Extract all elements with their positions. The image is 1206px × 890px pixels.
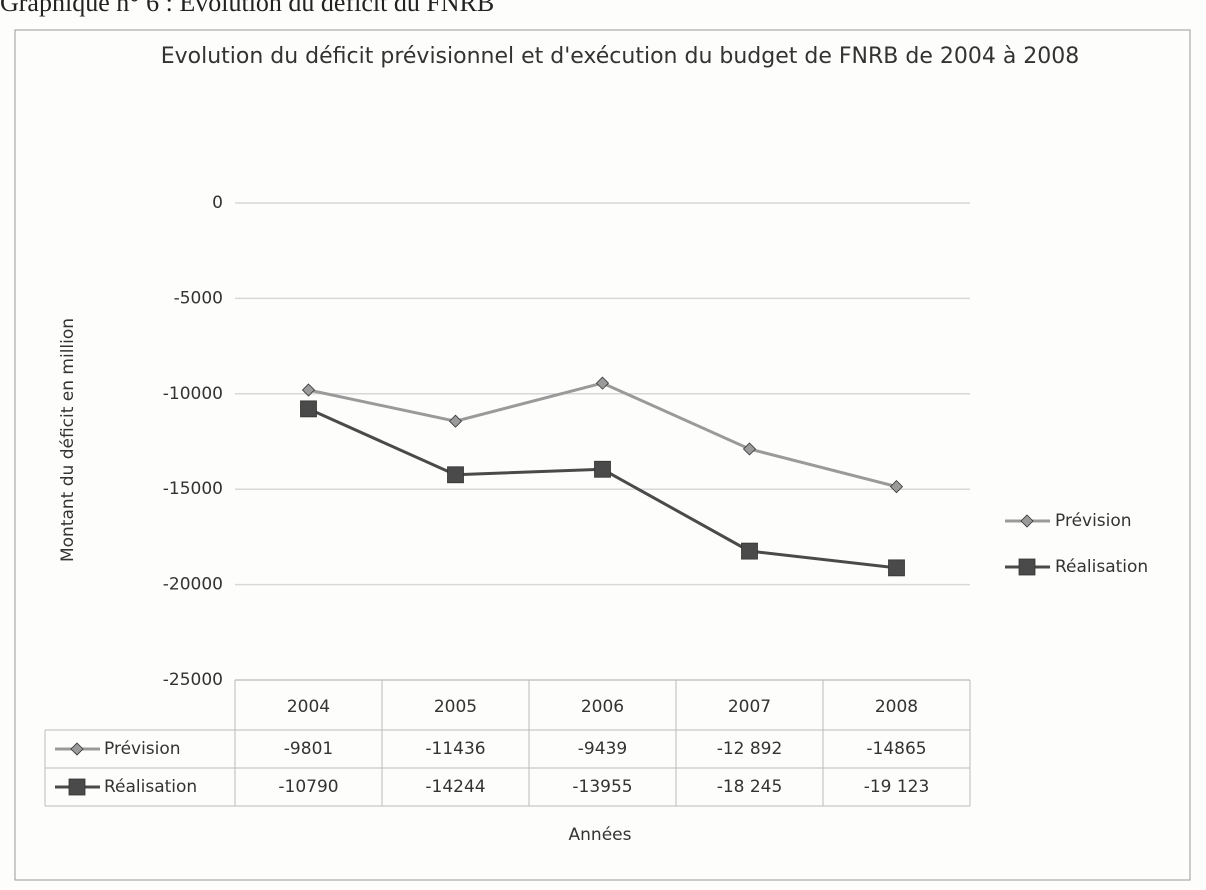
- x-axis-label: Années: [569, 825, 632, 845]
- table-cell: -13955: [572, 777, 632, 797]
- table-cell: -11436: [425, 739, 485, 759]
- legend-marker: [1020, 514, 1034, 528]
- x-tick-label: 2005: [434, 697, 477, 717]
- x-tick-label: 2006: [581, 697, 624, 717]
- table-legend-marker: [70, 742, 84, 756]
- table-row-label: Réalisation: [104, 777, 197, 797]
- table-cell: -9801: [284, 739, 333, 759]
- y-tick-label: 0: [212, 193, 223, 213]
- table-cell: -12 892: [717, 739, 783, 759]
- data-point: [741, 542, 758, 560]
- data-point: [889, 480, 904, 494]
- y-tick-label: -25000: [163, 670, 223, 690]
- x-tick-label: 2008: [875, 697, 918, 717]
- legend-label: Prévision: [1055, 511, 1132, 531]
- series-line: [307, 407, 897, 570]
- y-tick-label: -5000: [174, 288, 223, 308]
- chart-title: Evolution du déficit prévisionnel et d'e…: [160, 44, 1080, 69]
- page-caption: Graphique n° 6 : Evolution du déficit du…: [0, 0, 495, 17]
- x-tick-label: 2007: [728, 697, 771, 717]
- table-cell: -14244: [425, 777, 485, 797]
- table-cell: -19 123: [864, 777, 930, 797]
- y-axis-label: Montant du déficit en million: [58, 318, 78, 562]
- y-tick-label: -10000: [163, 384, 223, 404]
- data-point: [301, 383, 316, 397]
- legend-marker: [1018, 558, 1036, 576]
- data-point: [595, 376, 610, 390]
- table-cell: -18 245: [717, 777, 783, 797]
- table-cell: -14865: [866, 739, 926, 759]
- data-point: [447, 466, 464, 484]
- y-tick-label: -20000: [163, 575, 223, 595]
- chart-frame: [14, 29, 1191, 881]
- data-point: [888, 559, 905, 577]
- table-legend-marker: [68, 778, 86, 796]
- x-tick-label: 2004: [287, 697, 330, 717]
- data-point: [300, 400, 317, 418]
- data-point: [742, 442, 757, 456]
- y-tick-label: -15000: [163, 479, 223, 499]
- data-point: [594, 460, 611, 478]
- table-cell: -10790: [278, 777, 338, 797]
- legend-label: Réalisation: [1055, 557, 1148, 577]
- table-cell: -9439: [578, 739, 627, 759]
- table-row-label: Prévision: [104, 739, 181, 759]
- data-point: [448, 414, 463, 428]
